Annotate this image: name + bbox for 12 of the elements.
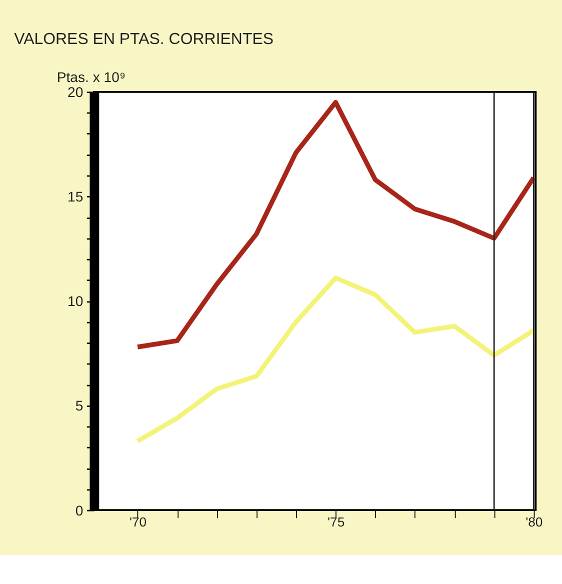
y-axis-title: Ptas. x 10⁹ — [56, 69, 126, 86]
y-tick-label: 15 — [68, 188, 84, 205]
line-series — [135, 100, 536, 350]
y-tick-label: 5 — [75, 398, 84, 414]
y-tick-label: 20 — [68, 84, 84, 100]
x-tick-label: '75 — [328, 514, 345, 530]
y-tick-label: 0 — [75, 502, 84, 518]
x-tick-label: '80 — [526, 514, 543, 530]
x-tick-label: '70 — [129, 514, 147, 530]
line-series — [135, 276, 536, 444]
chart-title: VALORES EN PTAS. CORRIENTES — [14, 30, 274, 48]
y-tick-label: 10 — [68, 293, 84, 310]
